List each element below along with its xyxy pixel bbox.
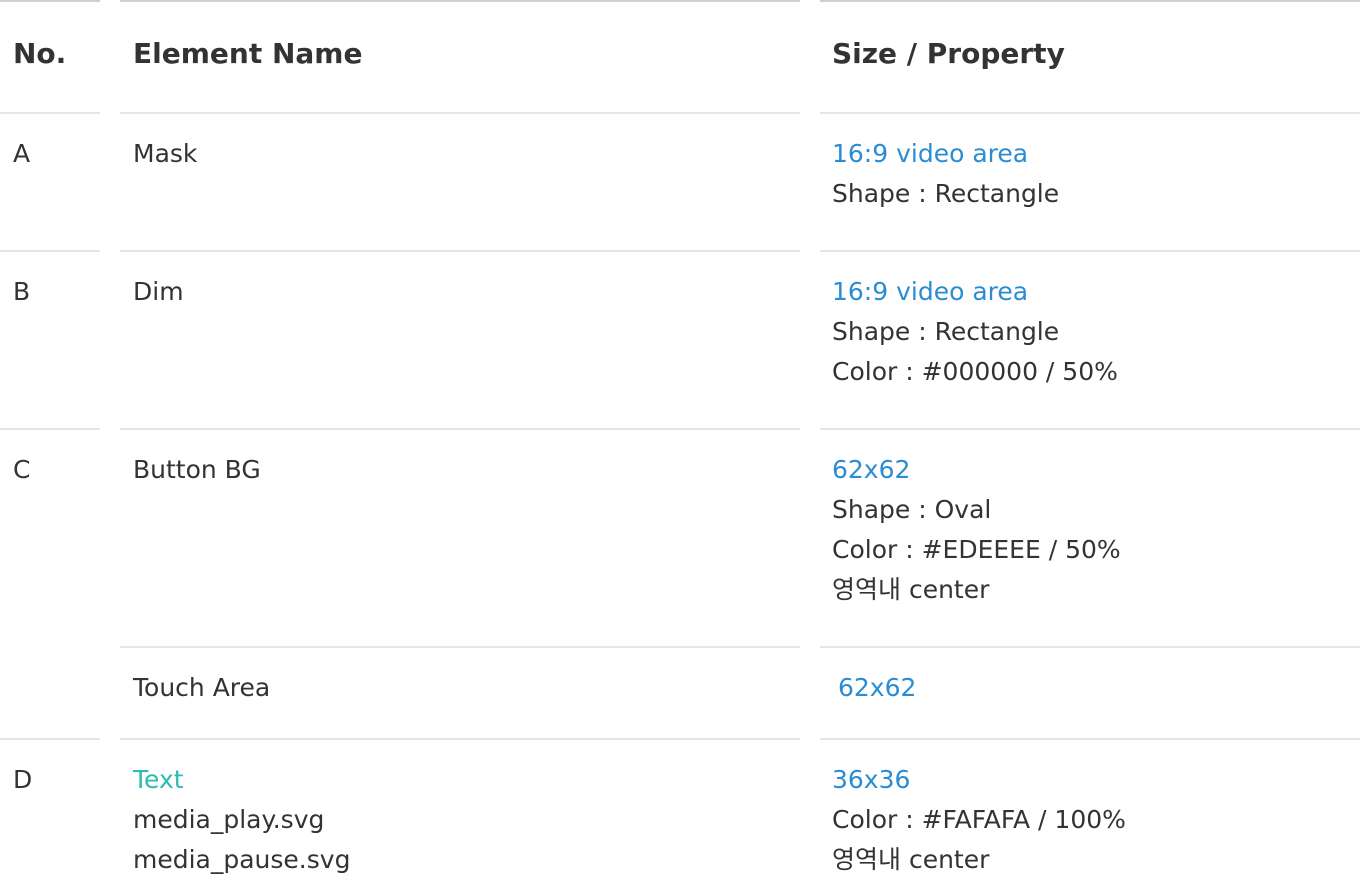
- size-value: 62x62: [832, 455, 911, 484]
- property-line: Shape : Rectangle: [832, 179, 1060, 208]
- header-size-property: Size / Property: [832, 37, 1065, 70]
- property-line: 영역내 center: [832, 575, 990, 604]
- property-line: Color : #EDEEEE / 50%: [832, 535, 1121, 564]
- element-name: Mask: [133, 139, 198, 168]
- property-line: 영역내 center: [832, 845, 990, 874]
- element-name: Dim: [133, 277, 184, 306]
- property-line: Color : #FAFAFA / 100%: [832, 805, 1126, 834]
- row-number: C: [13, 455, 31, 484]
- element-name-cell: Text media_play.svg media_pause.svg: [133, 760, 350, 880]
- file-name: media_play.svg: [133, 805, 325, 834]
- property-line: Shape : Oval: [832, 495, 992, 524]
- size-property-cell: 36x36 Color : #FAFAFA / 100% 영역내 center: [832, 760, 1126, 880]
- text-link[interactable]: Text: [133, 765, 184, 794]
- size-value: 16:9 video area: [832, 277, 1029, 306]
- element-name: Touch Area: [133, 673, 271, 702]
- size-property-cell: 16:9 video area Shape : Rectangle: [832, 134, 1059, 214]
- property-line: Shape : Rectangle: [832, 317, 1060, 346]
- property-line: Color : #000000 / 50%: [832, 357, 1118, 386]
- size-value: 62x62: [838, 673, 917, 702]
- file-name: media_pause.svg: [133, 845, 351, 874]
- header-element-name: Element Name: [133, 37, 363, 70]
- size-value: 16:9 video area: [832, 139, 1029, 168]
- size-property-cell: 62x62 Shape : Oval Color : #EDEEEE / 50%…: [832, 450, 1121, 610]
- row-number: D: [13, 765, 33, 794]
- row-number: A: [13, 139, 31, 168]
- size-property-cell: 16:9 video area Shape : Rectangle Color …: [832, 272, 1118, 392]
- size-property-cell: 62x62: [838, 668, 916, 708]
- header-no: No.: [13, 37, 67, 70]
- row-number: B: [13, 277, 31, 306]
- size-value: 36x36: [832, 765, 911, 794]
- element-name: Button BG: [133, 455, 261, 484]
